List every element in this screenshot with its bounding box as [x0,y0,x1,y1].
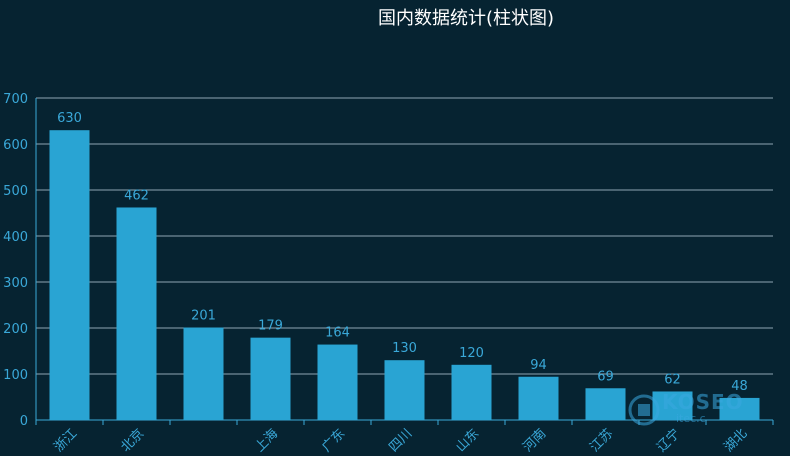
bar [451,364,492,420]
y-tick-label: 700 [3,92,28,107]
bar [719,397,760,420]
x-tick-label: 江苏 [587,426,617,456]
x-tick-label: 北京 [118,426,147,455]
data-label: 120 [459,346,484,361]
y-tick-label: 300 [3,276,28,291]
data-label: 201 [191,309,216,324]
bar [518,376,559,420]
y-tick-label: 500 [3,184,28,199]
watermark-sub: itec.c [676,412,706,425]
x-tick-label: 上海 [252,426,281,455]
x-tick-label: 四川 [386,426,415,455]
bar [116,207,157,420]
data-label: 179 [258,319,283,334]
data-label: 130 [392,341,417,356]
y-tick-label: 400 [3,230,28,245]
x-tick-label: 山东 [453,426,482,455]
bar [384,360,425,420]
data-label: 164 [325,326,350,341]
data-label: 462 [124,188,149,203]
y-tick-label: 600 [3,138,28,153]
data-label: 69 [597,369,614,384]
shield-icon [628,394,660,426]
bar [652,391,693,420]
data-label: 94 [530,358,547,373]
x-tick-label: 浙江 [51,426,80,455]
y-tick-label: 200 [3,322,28,337]
data-label: 48 [731,379,748,394]
data-label: 630 [57,111,82,126]
bar [183,327,224,420]
bar [250,337,291,420]
data-label: 62 [664,372,681,387]
watermark-logo: KOSEO itec.c [628,388,778,434]
x-tick-label: 河南 [520,426,550,456]
bar [585,388,626,420]
y-tick-label: 100 [3,368,28,383]
watermark-brand: KOSEO [662,390,744,414]
x-tick-label: 广东 [319,426,348,455]
chart-title: 国内数据统计(柱状图) [377,8,555,29]
bar [317,344,358,420]
bar [49,130,90,420]
y-tick-label: 0 [20,414,28,429]
